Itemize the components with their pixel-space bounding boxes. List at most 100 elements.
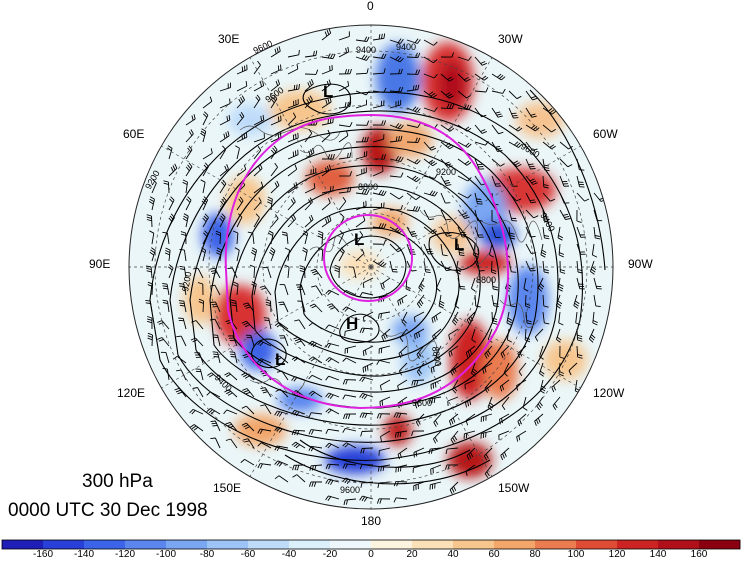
wind-barb (592, 311, 598, 326)
contour-label: 8800 (358, 182, 378, 192)
wind-barb (168, 196, 175, 211)
wind-barb (287, 181, 298, 194)
wind-barb (440, 226, 452, 237)
wind-barb (250, 247, 258, 262)
wind-barb (416, 362, 425, 377)
wind-barb (440, 103, 455, 110)
wind-barb (360, 481, 374, 488)
colorbar-tick-label: -80 (199, 549, 215, 560)
wind-barb (355, 230, 364, 245)
wind-barb (452, 379, 459, 394)
wind-barb (557, 226, 564, 241)
wind-barb (189, 424, 204, 432)
wind-barb (321, 198, 331, 211)
wind-barb (164, 247, 171, 262)
wind-barb (287, 149, 299, 160)
wind-barb (193, 267, 204, 279)
wind-barb (195, 368, 204, 381)
wind-barb (508, 107, 519, 119)
wind-barb (206, 391, 221, 398)
wind-barb (227, 267, 238, 279)
wind-barb (251, 281, 257, 296)
wind-barb (406, 38, 421, 44)
wind-barb (423, 73, 438, 79)
wind-barb (304, 183, 316, 194)
wind-barb (304, 69, 319, 75)
wind-barb (508, 260, 517, 273)
wind-barb (270, 115, 282, 126)
wind-barb (236, 64, 248, 75)
wind-barb (440, 209, 451, 221)
contour-label: 8800 (476, 275, 496, 285)
pressure-system-label: L (354, 230, 364, 249)
wind-barb (291, 441, 306, 449)
wind-barb (270, 46, 281, 58)
wind-barb (474, 140, 489, 146)
wind-barb (524, 294, 531, 309)
colorbar-tick-label: -100 (155, 549, 176, 560)
wind-barb (589, 260, 597, 275)
wind-barb (338, 152, 352, 160)
wind-barb (542, 124, 556, 133)
wind-barb (593, 226, 601, 240)
wind-barb (457, 226, 468, 238)
wind-barb (274, 426, 289, 433)
wind-barb (523, 277, 529, 292)
wind-barb (540, 243, 547, 258)
wind-barb (483, 447, 493, 461)
wind-barb (389, 260, 398, 273)
wind-barb (233, 281, 239, 296)
wind-barb (355, 167, 367, 177)
wind-barb (207, 372, 221, 381)
wind-barb (542, 209, 549, 223)
wind-barb (342, 463, 357, 469)
wind-barb (508, 124, 523, 132)
wind-barb (508, 209, 517, 222)
contour-label: 9400 (356, 45, 376, 55)
wind-barb (555, 328, 562, 343)
wind-barb (474, 209, 483, 222)
colorbar-swatch (453, 540, 495, 549)
wind-barb (308, 445, 323, 452)
contour-label: 9200 (180, 271, 193, 292)
wind-barb (525, 158, 536, 170)
wind-barb (308, 390, 323, 398)
wind-barb (389, 99, 402, 109)
wind-barb (202, 230, 209, 245)
wind-barb (236, 132, 248, 143)
wind-barb (372, 33, 386, 41)
graticule (129, 25, 613, 509)
wind-barb (287, 99, 299, 109)
wind-barb (406, 137, 421, 143)
wind-barb (146, 214, 153, 228)
wind-barb (576, 192, 590, 202)
longitude-label-30e: 30E (218, 32, 240, 46)
pressure-system-label: L (454, 235, 464, 254)
wind-barb (151, 179, 157, 194)
wind-barb (359, 495, 374, 502)
wind-barb (379, 396, 391, 407)
wind-barb (219, 145, 227, 160)
longitude-label-30w: 30W (498, 32, 523, 46)
wind-barb (542, 260, 550, 274)
wind-barb (471, 328, 476, 343)
wind-barb (292, 474, 306, 483)
wind-barb (372, 202, 385, 211)
wind-barb (278, 301, 289, 313)
wind-barb (304, 95, 313, 109)
wind-barb (452, 311, 459, 326)
wind-barb (355, 136, 369, 143)
wind-barb (212, 334, 221, 347)
wind-barb (516, 430, 527, 442)
colorbar-tick-label: -140 (73, 549, 94, 560)
wind-barb (525, 209, 539, 219)
wind-barb (321, 164, 332, 177)
longitude-label-90w: 90W (628, 257, 653, 271)
wind-barb (406, 206, 421, 212)
wind-barb (176, 335, 187, 347)
wind-barb (265, 299, 272, 313)
wind-barb (440, 73, 454, 82)
wind-barb (160, 351, 170, 364)
wind-barb (399, 328, 408, 343)
wind-barb (355, 248, 365, 262)
